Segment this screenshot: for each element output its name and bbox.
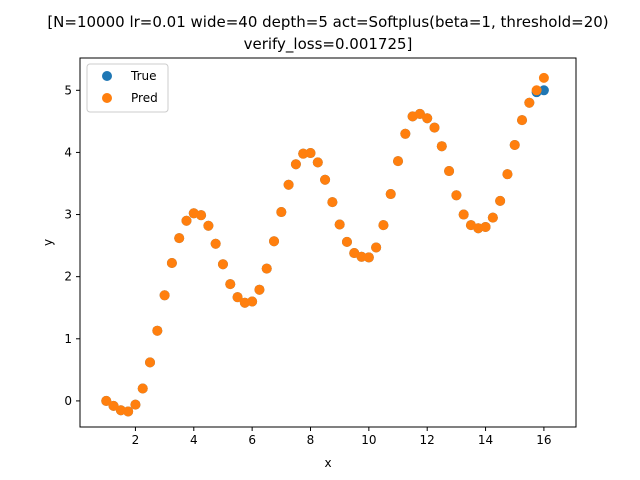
point-pred: [298, 148, 309, 159]
point-pred: [341, 236, 352, 247]
point-pred: [422, 113, 433, 124]
point-pred: [305, 148, 316, 159]
point-pred: [203, 220, 214, 231]
point-pred: [276, 207, 287, 218]
legend-label-true: True: [130, 69, 157, 83]
series-pred: [101, 72, 549, 417]
legend-label-pred: Pred: [131, 91, 158, 105]
point-pred: [429, 122, 440, 133]
x-tick-label: 10: [361, 433, 376, 447]
point-pred: [159, 290, 170, 301]
point-pred: [444, 166, 455, 177]
point-pred: [210, 238, 221, 249]
point-pred: [538, 72, 549, 83]
y-axis-ticks: 0 1 2 3 4 5: [64, 83, 80, 408]
y-tick-label: 0: [64, 394, 72, 408]
point-pred: [152, 325, 163, 336]
point-pred: [356, 251, 367, 262]
x-tick-label: 16: [536, 433, 551, 447]
point-pred: [290, 159, 301, 170]
point-pred: [261, 263, 272, 274]
point-pred: [371, 242, 382, 253]
point-pred: [414, 108, 425, 119]
point-pred: [524, 97, 535, 108]
point-pred: [400, 128, 411, 139]
data-points: [101, 72, 549, 417]
x-tick-label: 12: [420, 433, 435, 447]
x-axis-label: x: [324, 456, 331, 470]
point-pred: [166, 258, 177, 268]
y-tick-label: 2: [64, 270, 72, 284]
point-true: [538, 85, 549, 96]
y-tick-label: 1: [64, 332, 72, 346]
y-tick-label: 5: [64, 83, 72, 97]
point-pred: [312, 157, 323, 168]
point-pred: [458, 209, 469, 220]
point-pred: [181, 215, 192, 226]
y-axis-label: y: [41, 239, 55, 246]
point-pred: [480, 221, 491, 232]
point-pred: [269, 236, 280, 247]
chart-title-line-2: verify_loss=0.001725]: [244, 35, 413, 54]
plot-frame: [79, 57, 577, 428]
x-tick-label: 6: [248, 433, 256, 447]
point-pred: [123, 406, 134, 417]
point-pred: [531, 85, 542, 96]
chart-title-line-1: [N=10000 lr=0.01 wide=40 depth=5 act=Sof…: [47, 13, 608, 31]
point-pred: [517, 115, 528, 126]
point-pred: [101, 395, 112, 406]
point-pred: [130, 399, 141, 410]
y-tick-label: 3: [64, 208, 72, 222]
point-pred: [145, 357, 156, 368]
point-pred: [108, 400, 119, 411]
point-pred: [283, 179, 294, 190]
legend-marker-true: [102, 71, 112, 81]
point-pred: [174, 233, 185, 244]
x-axis-ticks: 2 4 6 8 10 12 14 16: [132, 427, 552, 447]
point-pred: [320, 174, 331, 185]
point-pred: [232, 292, 243, 303]
point-pred: [502, 169, 513, 180]
point-pred: [363, 252, 374, 263]
point-pred: [137, 383, 148, 394]
point-pred: [327, 197, 338, 208]
legend: True Pred: [86, 63, 169, 113]
point-pred: [451, 190, 462, 201]
point-pred: [196, 210, 207, 221]
point-pred: [393, 156, 404, 167]
point-pred: [334, 219, 345, 230]
x-tick-label: 2: [132, 433, 140, 447]
point-pred: [436, 141, 447, 152]
point-pred: [254, 284, 265, 295]
x-tick-label: 14: [478, 433, 493, 447]
x-tick-label: 8: [307, 433, 315, 447]
point-pred: [247, 296, 258, 307]
point-pred: [378, 220, 389, 231]
y-tick-label: 4: [64, 145, 72, 159]
point-pred: [487, 212, 498, 223]
x-tick-label: 4: [190, 433, 198, 447]
point-pred: [225, 279, 236, 290]
point-pred: [385, 189, 396, 200]
point-pred: [217, 259, 228, 270]
legend-marker-pred: [102, 93, 112, 103]
point-pred: [509, 139, 520, 150]
point-pred: [495, 195, 506, 206]
